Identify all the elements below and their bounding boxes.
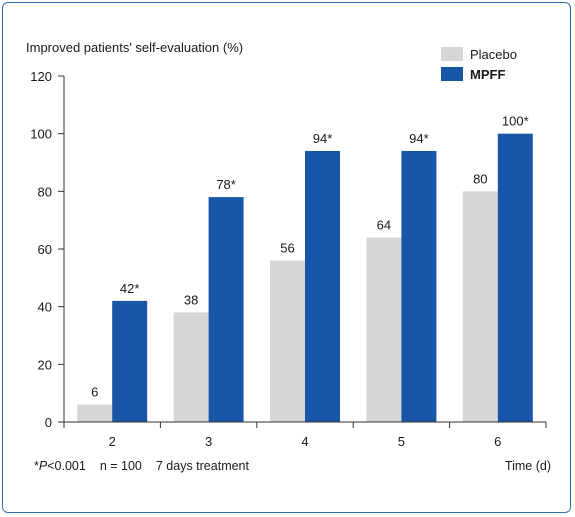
footnote: *P<0.001 n = 100 7 days treatment xyxy=(34,459,250,473)
value-label-placebo-3: 38 xyxy=(184,292,198,307)
footnote-p: P xyxy=(39,459,48,473)
value-label-mpff-6: 100* xyxy=(502,114,529,129)
bar-mpff-5 xyxy=(401,150,437,422)
value-label-mpff-3: 78* xyxy=(216,177,236,192)
x-tick-label: 6 xyxy=(494,434,501,449)
value-label-placebo-2: 6 xyxy=(91,385,98,400)
y-tick-label: 80 xyxy=(38,184,52,199)
footnote-n: n = 100 xyxy=(100,459,142,473)
x-axis-title: Time (d) xyxy=(505,459,551,473)
x-axis-ticks: 2 3 4 5 6 xyxy=(63,422,547,449)
value-label-placebo-4: 56 xyxy=(280,241,294,256)
bar-mpff-2 xyxy=(112,300,148,422)
bars xyxy=(77,133,533,422)
legend-label-placebo: Placebo xyxy=(470,47,517,62)
x-tick-label: 2 xyxy=(109,434,116,449)
value-label-mpff-2: 42* xyxy=(120,281,140,296)
x-tick-label: 3 xyxy=(205,434,212,449)
value-label-mpff-4: 94* xyxy=(313,131,333,146)
bar-mpff-4 xyxy=(305,150,340,422)
y-tick-label: 40 xyxy=(38,300,52,315)
legend: Placebo MPFF xyxy=(441,47,517,82)
bar-mpff-3 xyxy=(208,197,244,422)
legend-swatch-placebo xyxy=(441,47,463,61)
y-tick-label: 0 xyxy=(45,415,52,430)
bar-placebo-2 xyxy=(77,404,113,422)
footnote-p-threshold: <0.001 xyxy=(47,459,86,473)
legend-label-mpff: MPFF xyxy=(470,67,505,82)
bar-placebo-4 xyxy=(270,260,305,422)
y-tick-label: 20 xyxy=(38,357,52,372)
legend-swatch-mpff xyxy=(441,67,463,81)
bar-placebo-5 xyxy=(366,237,402,422)
bar-mpff-6 xyxy=(497,133,533,422)
bar-placebo-3 xyxy=(173,312,209,422)
x-tick-label: 5 xyxy=(398,434,405,449)
value-labels: 6 42* 38 78* 56 94* 64 94* 80 100* xyxy=(91,114,529,400)
bar-placebo-6 xyxy=(462,191,498,422)
footnote-duration: 7 days treatment xyxy=(156,459,250,473)
value-label-mpff-5: 94* xyxy=(409,131,429,146)
value-label-placebo-6: 80 xyxy=(473,171,487,186)
footnote-star: * xyxy=(34,459,39,473)
value-label-placebo-5: 64 xyxy=(377,217,391,232)
y-axis-ticks: 0 20 40 60 80 100 120 xyxy=(30,69,64,430)
x-tick-label: 4 xyxy=(301,434,308,449)
y-tick-label: 100 xyxy=(30,127,52,142)
y-axis-title: Improved patients' self-evaluation (%) xyxy=(26,40,243,55)
y-tick-label: 60 xyxy=(38,242,52,257)
y-tick-label: 120 xyxy=(30,69,52,84)
